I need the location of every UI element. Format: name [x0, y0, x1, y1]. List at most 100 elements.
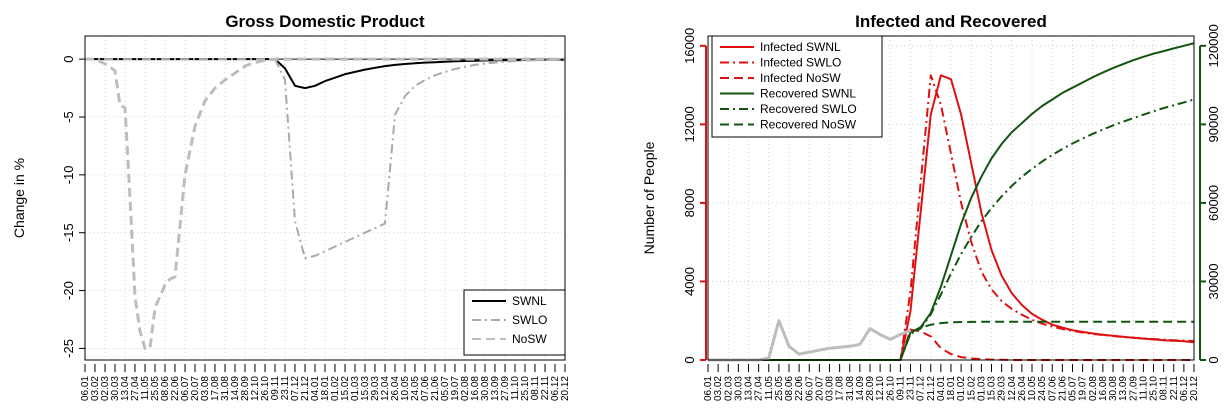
- x-tick-label: 10.05: [400, 376, 411, 401]
- x-tick-label: 07.12: [916, 376, 927, 401]
- x-tick-label: 30.03: [733, 376, 744, 401]
- x-tick-label: 02.03: [723, 376, 734, 401]
- y-tick-label: -25: [61, 339, 76, 358]
- y-tick-label: -10: [61, 165, 76, 184]
- x-tick-label: 12.04: [1007, 376, 1018, 401]
- x-tick-label: 22.06: [170, 376, 181, 401]
- x-tick-label: 03.02: [90, 376, 101, 401]
- x-tick-label: 09.11: [895, 376, 906, 401]
- x-tick-label: 12.10: [250, 376, 261, 401]
- x-tick-label: 22.11: [540, 376, 551, 401]
- x-tick-label: 21.06: [1057, 376, 1068, 401]
- legend-label: Recovered SWNL: [760, 87, 856, 101]
- x-tick-label: 07.06: [420, 376, 431, 401]
- x-tick-label: 04.01: [310, 376, 321, 401]
- x-tick-label: 12.04: [380, 376, 391, 401]
- x-tick-label: 01.03: [350, 376, 361, 401]
- y-tick-label: -5: [61, 111, 76, 123]
- x-tick-label: 06.12: [550, 376, 561, 401]
- y-tick-label: 8000: [682, 188, 697, 217]
- x-tick-label: 10.05: [1027, 376, 1038, 401]
- x-tick-label: 20.07: [814, 376, 825, 401]
- x-tick-label: 08.06: [784, 376, 795, 401]
- x-tick-label: 14.09: [230, 376, 241, 401]
- x-tick-label: 25.05: [150, 376, 161, 401]
- x-tick-label: 24.05: [1037, 376, 1048, 401]
- x-tick-label: 29.03: [997, 376, 1008, 401]
- x-tick-label: 23.11: [906, 376, 917, 401]
- legend-box: [711, 35, 883, 138]
- x-tick-label: 20.12: [560, 376, 571, 401]
- x-tick-label: 06.01: [80, 376, 91, 401]
- x-tick-label: 06.12: [1179, 376, 1190, 401]
- x-tick-label: 15.02: [966, 376, 977, 401]
- x-tick-label: 05.07: [440, 376, 451, 401]
- x-tick-label: 01.02: [956, 376, 967, 401]
- x-tick-label: 13.09: [1118, 376, 1129, 401]
- legend-label: NoSW: [512, 332, 547, 346]
- x-tick-label: 30.08: [480, 376, 491, 401]
- x-tick-label: 26.10: [885, 376, 896, 401]
- chart-title: Gross Domestic Product: [225, 12, 425, 31]
- legend-label: Recovered SWLO: [760, 102, 857, 116]
- x-tick-label: 22.06: [794, 376, 805, 401]
- x-tick-label: 15.03: [360, 376, 371, 401]
- x-tick-label: 21.12: [300, 376, 311, 401]
- y-tick-label: -15: [61, 223, 76, 242]
- x-tick-label: 11.05: [140, 376, 151, 401]
- x-tick-label: 28.09: [240, 376, 251, 401]
- chart-title: Infected and Recovered: [855, 12, 1047, 31]
- x-tick-label: 20.07: [190, 376, 201, 401]
- x-tick-label: 03.08: [200, 376, 211, 401]
- x-tick-label: 02.08: [460, 376, 471, 401]
- x-tick-label: 01.02: [330, 376, 341, 401]
- x-tick-label: 25.10: [1149, 376, 1160, 401]
- x-tick-label: 16.08: [470, 376, 481, 401]
- y2-tick-label: 90000: [1206, 106, 1221, 142]
- x-tick-label: 14.09: [855, 376, 866, 401]
- y-tick-label: 0: [682, 356, 697, 363]
- x-tick-label: 20.12: [1189, 376, 1200, 401]
- x-tick-label: 16.08: [1098, 376, 1109, 401]
- y-tick-label: 16000: [682, 28, 697, 64]
- infected-recovered-chart: Infected and Recovered 0 4000 8000 12000 1600…: [641, 12, 1221, 401]
- x-tick-label: 31.08: [845, 376, 856, 401]
- x-tick-label: 27.09: [500, 376, 511, 401]
- x-tick-label: 25.05: [774, 376, 785, 401]
- y-axis-label: Change in %: [11, 158, 27, 238]
- x-tick-label: 06.07: [804, 376, 815, 401]
- x-tick-label: 09.11: [270, 376, 281, 401]
- series-line-recovered-nosw: [708, 320, 1194, 361]
- x-tick-label: 07.06: [1047, 376, 1058, 401]
- legend-label: SWNL: [512, 294, 547, 308]
- x-tick-label: 19.07: [1078, 376, 1089, 401]
- x-tick-label: 27.04: [754, 376, 765, 401]
- x-tick-label: 03.02: [713, 376, 724, 401]
- x-tick-label: 13.04: [744, 376, 755, 401]
- x-tick-label: 21.12: [926, 376, 937, 401]
- x-tick-label: 26.10: [260, 376, 271, 401]
- x-tick-label: 28.09: [865, 376, 876, 401]
- y-axis-label: Number of People: [641, 141, 657, 254]
- gdp-chart: Gross Domestic Product 0 -5 -10 -15 -20 -25 06.…: [11, 12, 571, 401]
- series-line-swlo: [85, 58, 566, 260]
- x-tick-label: 02.03: [100, 376, 111, 401]
- legend-label: SWLO: [512, 313, 547, 327]
- y-tick-label: 12000: [682, 106, 697, 142]
- x-tick-label: 26.04: [390, 376, 401, 401]
- x-tick-label: 11.10: [510, 376, 521, 401]
- x-tick-label: 02.08: [1088, 376, 1099, 401]
- legend-label: Infected SWNL: [760, 40, 841, 54]
- y2-tick-label: 60000: [1206, 185, 1221, 221]
- y-tick-label: -20: [61, 281, 76, 300]
- x-tick-label: 17.08: [835, 376, 846, 401]
- x-tick-label: 11.10: [1138, 376, 1149, 401]
- x-tick-label: 05.07: [1068, 376, 1079, 401]
- x-tick-label: 04.01: [936, 376, 947, 401]
- x-tick-label: 13.04: [120, 376, 131, 401]
- x-tick-label: 06.01: [703, 376, 714, 401]
- x-tick-label: 08.11: [1159, 376, 1170, 401]
- x-tick-label: 13.09: [490, 376, 501, 401]
- x-tick-label: 01.03: [976, 376, 987, 401]
- x-tick-label: 23.11: [280, 376, 291, 401]
